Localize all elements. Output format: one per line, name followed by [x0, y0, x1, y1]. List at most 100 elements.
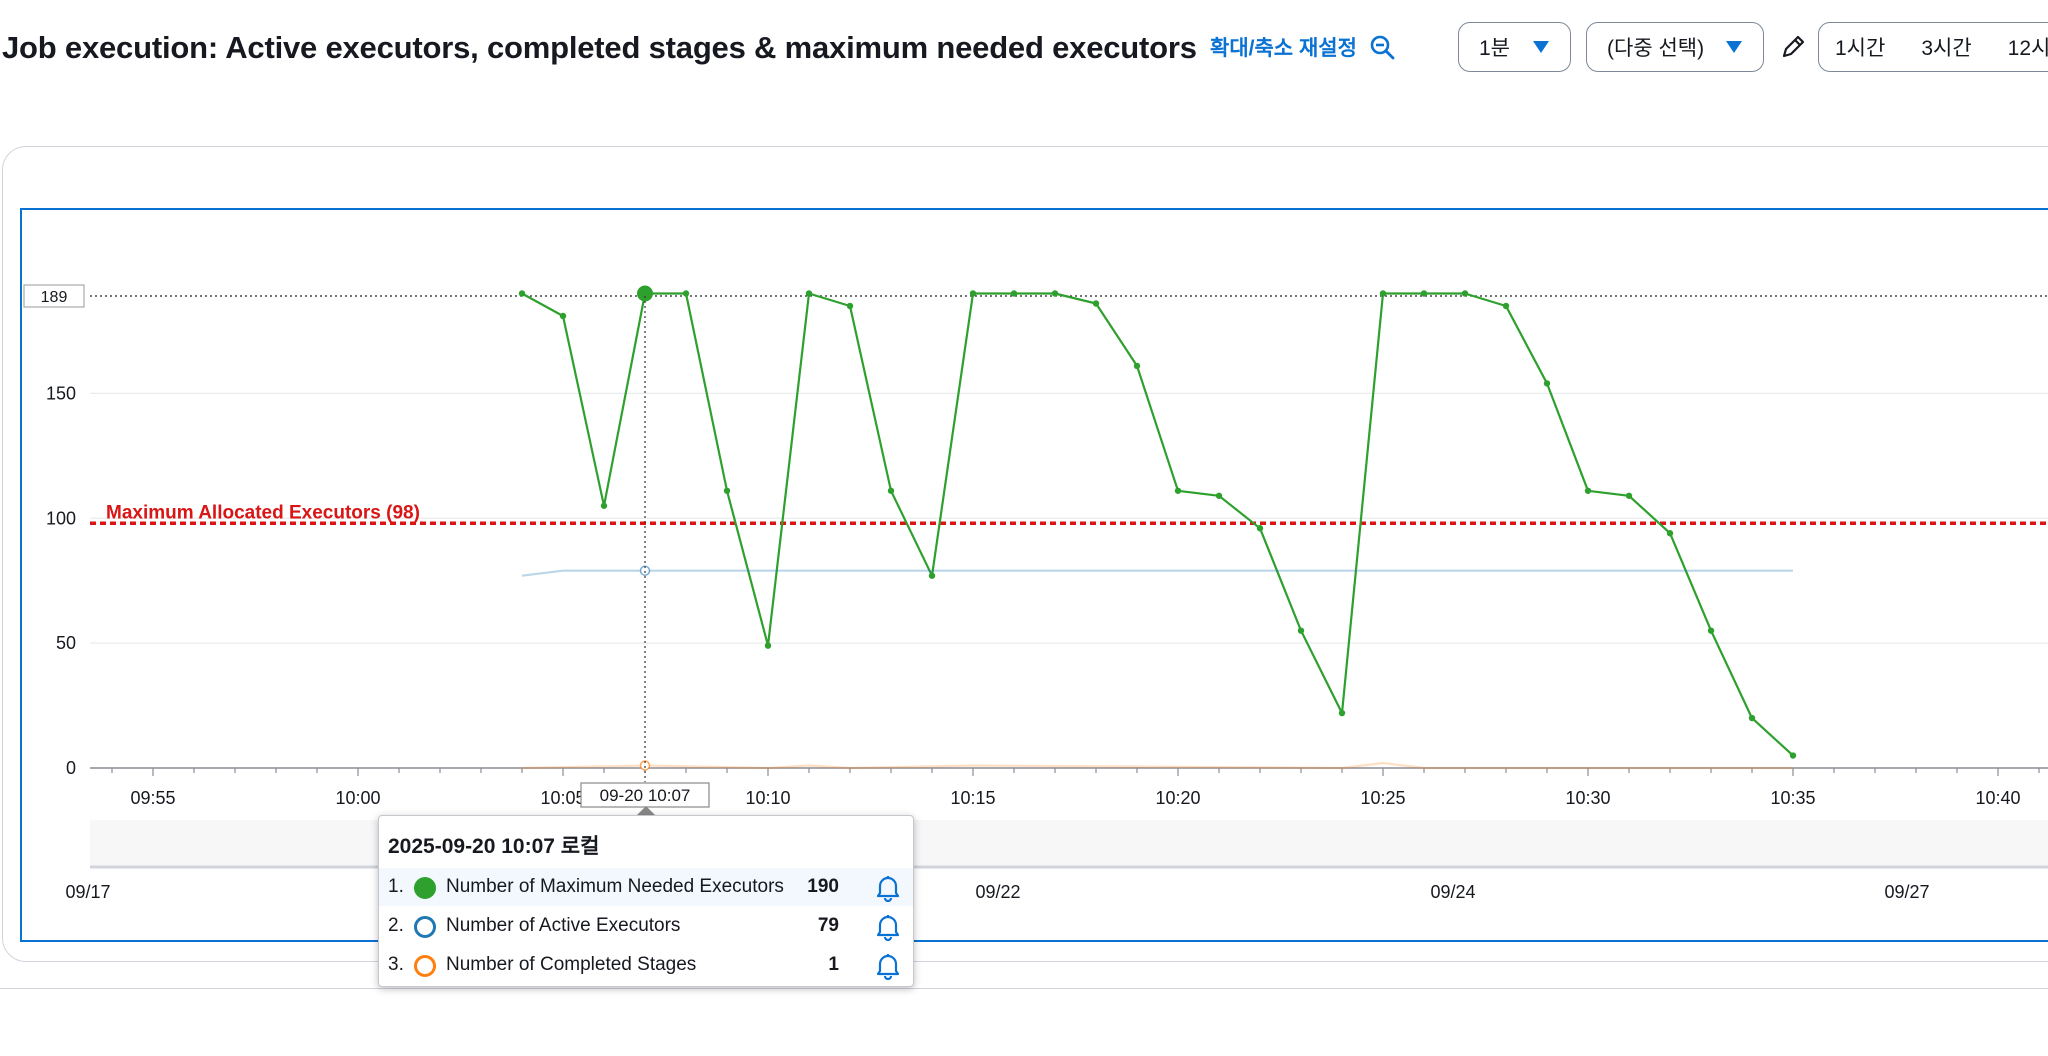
tooltip-row-value: 79 [817, 915, 839, 936]
chart-frame [20, 208, 2048, 942]
time-range-1h[interactable]: 1시간 [1835, 37, 1886, 60]
data-point [1707, 627, 1715, 634]
grid-lines [90, 392, 2048, 644]
data-point [1051, 290, 1059, 297]
x-tick-label: 10:00 [335, 788, 380, 808]
y-max-tick-box [23, 284, 85, 308]
navigator-date-label: 09/17 [65, 882, 110, 902]
data-point [1338, 709, 1346, 717]
create-alarm-bell-icon[interactable] [875, 874, 901, 902]
widget-bottom-divider [0, 988, 2048, 989]
tooltip-row-index: 3. [388, 954, 404, 975]
period-dropdown[interactable]: 1분 [1458, 22, 1571, 72]
data-point [1584, 487, 1592, 494]
data-point [1215, 492, 1223, 499]
statistic-dropdown[interactable]: (다중 선택) [1586, 22, 1764, 72]
data-point [723, 487, 731, 494]
data-point [1379, 290, 1387, 297]
x-tick-label: 10:25 [1360, 788, 1405, 808]
data-point [1625, 492, 1633, 499]
data-point [1461, 290, 1469, 297]
create-alarm-bell-icon[interactable] [875, 913, 901, 941]
period-value: 1분 [1479, 37, 1510, 60]
time-navigator[interactable]: 09/17 09/22 09/24 09/27 [65, 820, 2048, 902]
widget-card [2, 146, 2048, 962]
data-point [1666, 530, 1674, 537]
x-tick-label: 10:40 [1975, 788, 2020, 808]
x-tick-label: 10:35 [1770, 788, 1815, 808]
series-line-completed-stages [521, 761, 1793, 770]
series-line-max-needed-executors [521, 292, 1794, 757]
x-tick-label: 10:30 [1565, 788, 1610, 808]
hover-tooltip: 2025-09-20 10:07 로컬 1. Number of Maximum… [378, 815, 914, 987]
data-point [1420, 290, 1428, 297]
x-tick-label: 10:05 [540, 788, 585, 808]
tooltip-row-label: Number of Active Executors [446, 915, 681, 936]
x-tick-label: 10:15 [950, 788, 995, 808]
data-point [600, 502, 608, 509]
tooltip-row-index: 2. [388, 915, 404, 936]
series-layer [518, 285, 1797, 771]
tooltip-row: 2. Number of Active Executors 79 [379, 907, 913, 945]
data-point [1256, 525, 1264, 532]
y-tick-label: 50 [56, 633, 76, 653]
statistic-value: (다중 선택) [1607, 37, 1705, 60]
widget-header: Job execution: Active executors, complet… [0, 0, 2048, 100]
tooltip-row: 3. Number of Completed Stages 1 [379, 946, 913, 984]
time-range-3h[interactable]: 3시간 [1921, 37, 1972, 60]
x-tick-label: 10:10 [745, 788, 790, 808]
data-point [1133, 362, 1141, 370]
series-line-active-executors [521, 569, 1793, 577]
data-point [1502, 302, 1510, 310]
data-point [1092, 300, 1100, 307]
widget-title: Job execution: Active executors, complet… [2, 30, 1197, 65]
hover-x-label-box [580, 782, 710, 808]
y-tick-label: 150 [46, 383, 76, 403]
zoom-out-icon [1370, 35, 1395, 60]
navigator-date-label: 09/27 [1884, 882, 1929, 902]
legend-ring-icon [414, 955, 436, 977]
tooltip-arrow [637, 806, 655, 815]
data-point [805, 290, 813, 297]
navigator-date-label: 09/22 [975, 882, 1020, 902]
caret-down-icon [1533, 41, 1549, 53]
zoom-reset-button[interactable]: 확대/축소 재설정 [1210, 32, 1395, 62]
y-max-tick-label: 189 [41, 289, 68, 306]
data-point [969, 290, 977, 297]
y-tick-label: 100 [46, 508, 76, 528]
data-point [887, 487, 895, 494]
data-point [682, 290, 690, 297]
zoom-reset-label: 확대/축소 재설정 [1210, 37, 1357, 60]
threshold-annotation: Maximum Allocated Executors (98) [90, 502, 2048, 526]
y-tick-label: 0 [66, 758, 76, 778]
create-alarm-bell-icon[interactable] [875, 952, 901, 980]
hover-x-label: 09-20 10:07 [600, 786, 691, 805]
edit-pencil-icon[interactable] [1780, 34, 1806, 60]
data-point [846, 302, 854, 310]
x-tick-label: 10:20 [1155, 788, 1200, 808]
data-point [1174, 487, 1182, 494]
tooltip-row-index: 1. [388, 876, 404, 897]
data-point [559, 312, 567, 320]
hover-cursor: 09-20 10:07 [580, 296, 710, 808]
x-tick-label: 09:55 [130, 788, 175, 808]
line-chart[interactable]: 0 50 100 150 189 09:55 10:00 10:05 10:10 10:15 1… [0, 0, 2048, 1000]
legend-dot-icon [414, 877, 436, 899]
data-point [1010, 290, 1018, 297]
data-point [764, 642, 772, 649]
data-point [1748, 714, 1756, 722]
threshold-label: Maximum Allocated Executors (98) [106, 502, 420, 523]
tooltip-row-value: 190 [807, 876, 839, 897]
tooltip-title: 2025-09-20 10:07 로컬 [388, 835, 600, 858]
data-point [1789, 752, 1797, 759]
navigator-date-label: 09/24 [1430, 882, 1475, 902]
data-point [1297, 627, 1305, 634]
data-point [1543, 380, 1551, 387]
legend-ring-icon [414, 916, 436, 938]
data-point [518, 290, 526, 297]
tooltip-row-value: 1 [828, 954, 839, 975]
time-range-12h[interactable]: 12시간 [2007, 37, 2048, 60]
x-axis: 09:55 10:00 10:05 10:10 10:15 10:20 10:25 10:30… [90, 767, 2048, 808]
tooltip-row-label: Number of Maximum Needed Executors [446, 876, 784, 897]
y-max-marker: 189 [23, 284, 2048, 308]
